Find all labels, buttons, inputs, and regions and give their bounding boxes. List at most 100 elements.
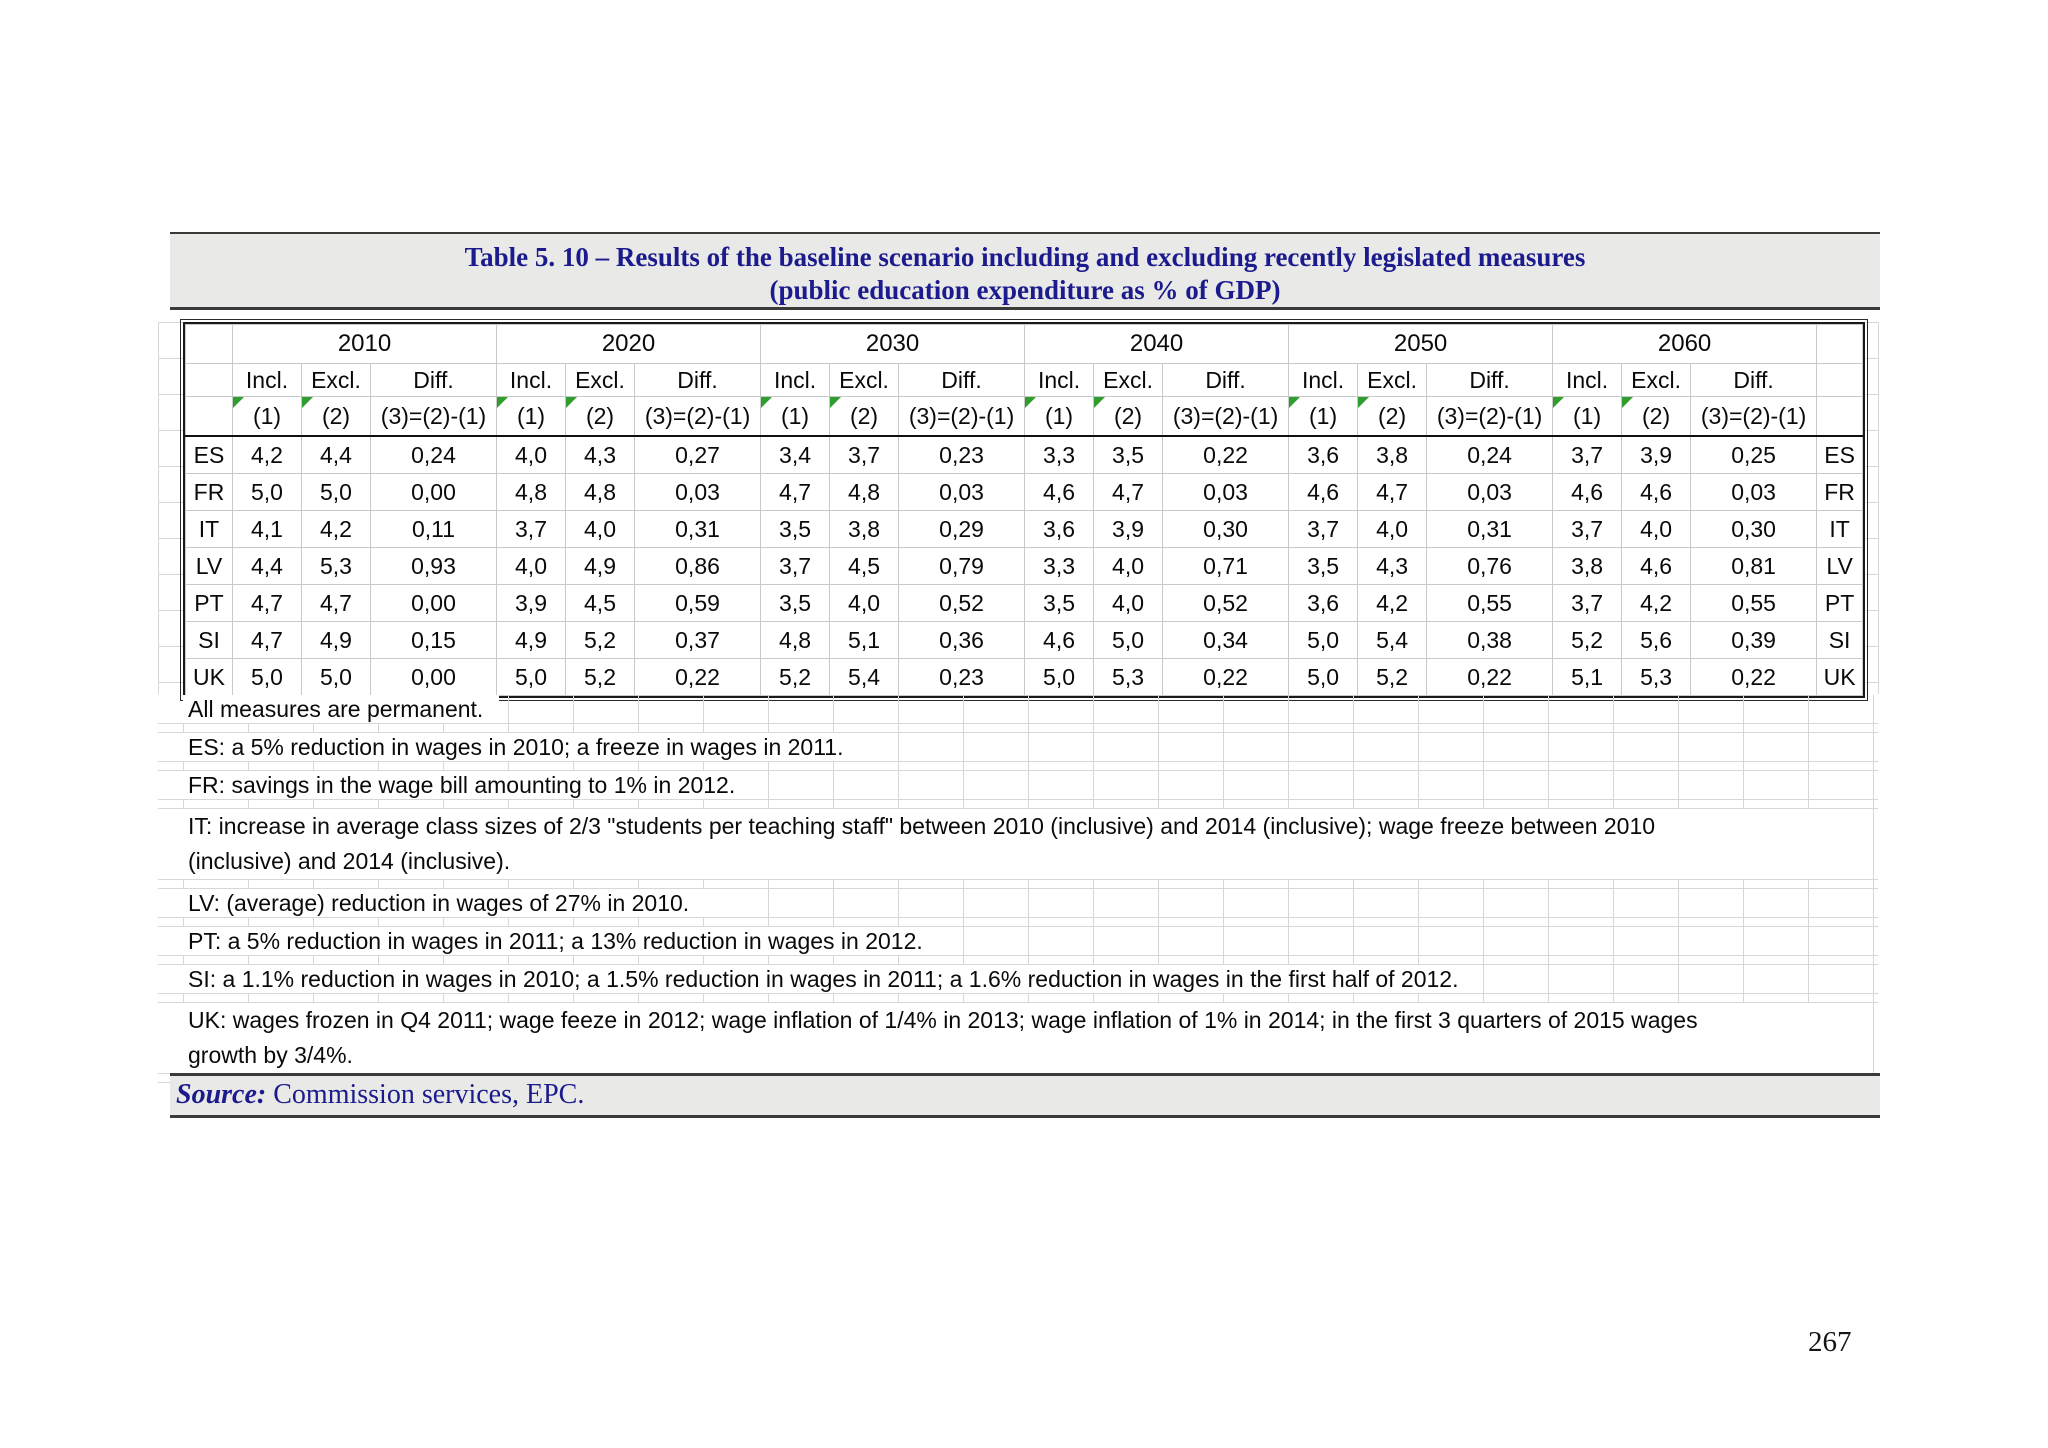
diff-value-cell: 0,52 — [1162, 584, 1290, 622]
diff-value-cell: 0,59 — [634, 584, 762, 622]
value-cell: 5,4 — [829, 658, 900, 696]
value-cell: 5,0 — [1024, 658, 1095, 696]
code-label-cell: (1) — [760, 396, 831, 437]
value-cell: 4,7 — [301, 584, 371, 622]
table-title-band: Table 5. 10 – Results of the baseline sc… — [170, 232, 1880, 310]
year-header-cell: 2050 — [1288, 324, 1554, 364]
value-cell: 3,5 — [1288, 547, 1359, 585]
subheader-cell: Incl. — [1552, 363, 1623, 397]
diff-value-cell: 0,27 — [634, 435, 762, 474]
value-cell: 4,6 — [1621, 473, 1692, 511]
value-cell: 4,0 — [496, 435, 567, 474]
diff-value-cell: 0,22 — [1162, 658, 1290, 696]
value-cell: 3,8 — [829, 510, 900, 548]
code-label-cell: (1) — [1024, 396, 1095, 437]
code-label-cell: (1) — [232, 396, 302, 437]
diff-value-cell: 0,00 — [369, 584, 498, 622]
subheader-cell: Excl. — [565, 363, 636, 397]
value-cell: 5,2 — [1552, 621, 1623, 659]
subheader-cell: Excl. — [301, 363, 371, 397]
country-cell: SI — [185, 621, 233, 659]
sheet-grid-spacer — [158, 918, 1878, 927]
footnote-text: FR: savings in the wage bill amounting t… — [183, 771, 752, 799]
subheader-cell: Diff. — [634, 363, 762, 397]
code-label-cell: (2) — [1093, 396, 1164, 437]
comment-marker-icon — [830, 397, 842, 408]
code-label-cell: (3)=(2)-(1) — [1162, 396, 1290, 437]
footnote-line: SI: a 1.1% reduction in wages in 2010; a… — [188, 966, 1459, 992]
value-cell: 5,0 — [301, 658, 371, 696]
diff-value-cell: 0,25 — [1690, 435, 1818, 474]
value-cell: 3,7 — [1288, 510, 1359, 548]
value-cell: 5,0 — [301, 473, 371, 511]
value-cell: 5,1 — [1552, 658, 1623, 696]
comment-marker-icon — [1622, 397, 1634, 408]
year-header-cell: 2060 — [1552, 324, 1818, 364]
diff-value-cell: 0,76 — [1426, 547, 1554, 585]
data-table-wrap: 2010 2020 2030 2040 2050 2060 Incl. Excl. Diff. I… — [179, 319, 1869, 701]
country-cell: IT — [185, 510, 233, 548]
footnote-line: (inclusive) and 2014 (inclusive). — [188, 848, 511, 874]
year-header-cell: 2010 — [231, 324, 498, 364]
sheet-grid-spacer — [158, 800, 1878, 809]
subheader-cell: Excl. — [1357, 363, 1428, 397]
footnote-text: SI: a 1.1% reduction in wages in 2010; a… — [183, 965, 1475, 993]
source-label: Source: — [176, 1079, 267, 1110]
subheader-cell: Diff. — [1690, 363, 1818, 397]
value-cell: 4,2 — [1621, 584, 1692, 622]
value-cell: 5,0 — [232, 473, 302, 511]
value-cell: 3,7 — [829, 435, 900, 474]
code-label-cell: (2) — [1621, 396, 1692, 437]
country-cell: UK — [185, 658, 233, 696]
diff-value-cell: 0,00 — [369, 658, 498, 696]
sheet-gutter-left — [158, 322, 184, 694]
corner-cell — [185, 396, 233, 437]
code-label-cell: (2) — [301, 396, 371, 437]
corner-cell — [185, 363, 233, 397]
value-cell: 4,7 — [760, 473, 831, 511]
value-cell: 4,9 — [301, 621, 371, 659]
footnote-line: IT: increase in average class sizes of 2… — [188, 813, 1656, 839]
diff-value-cell: 0,30 — [1690, 510, 1818, 548]
footnote-text: IT: increase in average class sizes of 2… — [183, 809, 1810, 879]
table-row: IT 4,1 4,2 0,11 3,7 4,0 0,31 3,5 3,8 0,29 3,6 3,9 0,… — [185, 510, 1864, 548]
comment-marker-icon — [233, 397, 244, 408]
footnote-row: ES: a 5% reduction in wages in 2010; a f… — [158, 733, 1878, 762]
country-cell: LV — [185, 547, 233, 585]
value-cell: 5,1 — [829, 621, 900, 659]
code-label-cell: (2) — [829, 396, 900, 437]
value-cell: 4,4 — [301, 435, 371, 474]
value-cell: 4,5 — [565, 584, 636, 622]
diff-value-cell: 0,03 — [1426, 473, 1554, 511]
footnote-line: growth by 3/4%. — [188, 1042, 353, 1068]
country-cell: ES — [1816, 435, 1864, 474]
sheet-grid-spacer — [158, 880, 1878, 889]
comment-marker-icon — [1025, 397, 1037, 408]
comment-marker-icon — [302, 397, 313, 408]
footnote-row: FR: savings in the wage bill amounting t… — [158, 771, 1878, 800]
subheader-cell: Incl. — [232, 363, 302, 397]
subheader-cell: Diff. — [1426, 363, 1554, 397]
footnote-row: PT: a 5% reduction in wages in 2011; a 1… — [158, 927, 1878, 956]
comment-marker-icon — [1094, 397, 1106, 408]
footnote-line: All measures are permanent. — [188, 696, 484, 722]
value-cell: 4,9 — [496, 621, 567, 659]
code-label-cell: (1) — [1288, 396, 1359, 437]
value-cell: 4,7 — [232, 621, 302, 659]
footnote-row: SI: a 1.1% reduction in wages in 2010; a… — [158, 965, 1878, 994]
table-row: SI 4,7 4,9 0,15 4,9 5,2 0,37 4,8 5,1 0,36 4,6 5,0 0,… — [185, 621, 1864, 659]
value-cell: 4,3 — [565, 435, 636, 474]
footnote-line: ES: a 5% reduction in wages in 2010; a f… — [188, 734, 844, 760]
diff-value-cell: 0,03 — [1162, 473, 1290, 511]
footnotes: All measures are permanent. ES: a 5% redu… — [158, 695, 1878, 1083]
value-cell: 5,2 — [1357, 658, 1428, 696]
value-cell: 4,6 — [1552, 473, 1623, 511]
value-cell: 3,7 — [1552, 435, 1623, 474]
diff-value-cell: 0,29 — [898, 510, 1026, 548]
diff-value-cell: 0,71 — [1162, 547, 1290, 585]
value-cell: 5,6 — [1621, 621, 1692, 659]
value-cell: 3,6 — [1288, 435, 1359, 474]
diff-value-cell: 0,11 — [369, 510, 498, 548]
value-cell: 4,6 — [1621, 547, 1692, 585]
value-cell: 4,2 — [232, 435, 302, 474]
